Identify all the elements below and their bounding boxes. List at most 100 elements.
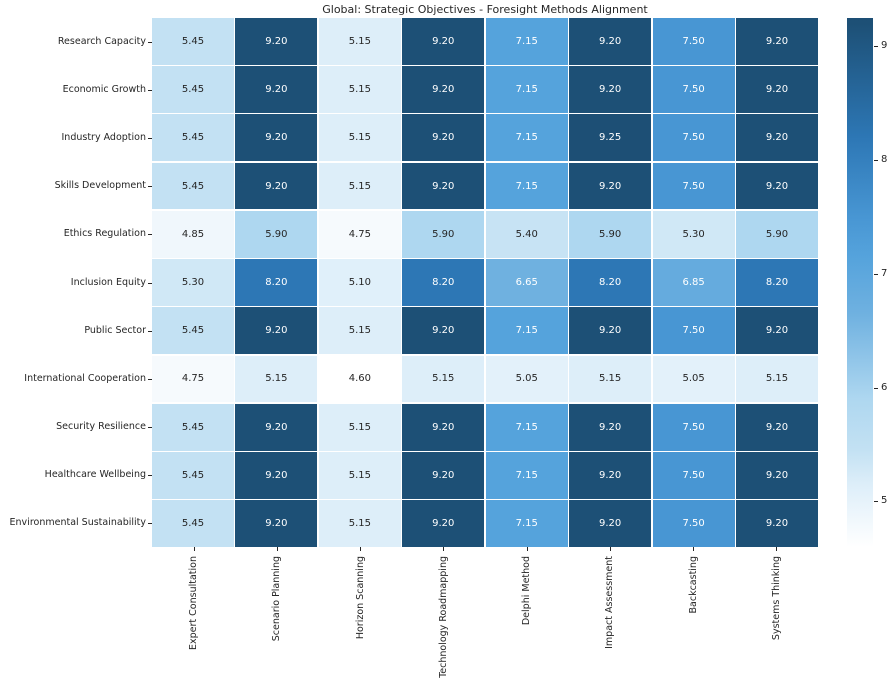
heatmap-cell: 5.15 [318, 452, 401, 499]
heatmap-cell: 9.20 [235, 66, 318, 113]
y-tick-mark [148, 90, 152, 92]
x-tick-mark [193, 547, 195, 551]
chart-title: Global: Strategic Objectives - Foresight… [322, 3, 648, 16]
heatmap-cell: 5.90 [402, 210, 485, 258]
y-tick-mark [148, 378, 152, 380]
row-label: Industry Adoption [61, 132, 147, 144]
y-tick-mark [148, 138, 152, 140]
heatmap-cell: 5.15 [736, 355, 818, 403]
heatmap-cell: 5.90 [569, 210, 652, 258]
heatmap-cell: 8.20 [569, 259, 652, 306]
heatmap-cell: 7.50 [652, 452, 735, 499]
y-tick-mark [148, 474, 152, 476]
heatmap-cell: 9.20 [402, 66, 485, 113]
heatmap-cell: 5.15 [318, 307, 401, 355]
column-label: Scenario Planning [269, 556, 285, 686]
heatmap-cell: 9.20 [736, 66, 818, 113]
heatmap-cell: 8.20 [235, 259, 318, 306]
heatmap-grid: 5.45 9.20 5.15 9.20 7.15 9.20 7.50 9.20 5.45 9.20… [152, 18, 818, 547]
heatmap-cell: 6.85 [652, 259, 735, 306]
y-tick-mark [148, 42, 152, 44]
x-tick-mark [360, 547, 362, 551]
heatmap-cell: 4.85 [152, 210, 234, 258]
column-label-text: Systems Thinking [770, 556, 782, 641]
heatmap-cell: 5.15 [318, 114, 401, 162]
y-tick-mark [148, 522, 152, 524]
heatmap-cell: 9.25 [569, 114, 652, 162]
column-label-text: Impact Assessment [604, 556, 616, 649]
column-label: Backcasting [685, 556, 701, 686]
heatmap-cell: 7.15 [485, 66, 568, 113]
y-tick-mark [148, 282, 152, 284]
heatmap-cell: 4.75 [318, 210, 401, 258]
heatmap-cell: 9.20 [235, 307, 318, 355]
heatmap-cell: 9.20 [736, 452, 818, 499]
heatmap-cell: 9.20 [235, 403, 318, 451]
column-label-text: Technology Roadmapping [437, 556, 449, 678]
x-tick-mark [693, 547, 695, 551]
row-label: Skills Development [54, 180, 146, 192]
heatmap-cell: 7.50 [652, 18, 735, 65]
heatmap-cell: 9.20 [402, 500, 485, 547]
heatmap-cell: 5.15 [318, 162, 401, 210]
heatmap-cell: 9.20 [235, 162, 318, 210]
colorbar-tick-mark [874, 273, 878, 275]
heatmap-cell: 7.15 [485, 18, 568, 65]
heatmap-cell: 9.20 [235, 500, 318, 547]
heatmap-cell: 5.15 [318, 66, 401, 113]
heatmap-cell: 9.20 [736, 162, 818, 210]
heatmap-cell: 9.20 [569, 452, 652, 499]
heatmap-cell: 5.45 [152, 18, 234, 65]
y-tick-mark [148, 234, 152, 236]
heatmap-cell: 9.20 [402, 452, 485, 499]
heatmap-cell: 7.50 [652, 66, 735, 113]
heatmap-cell: 9.20 [402, 18, 485, 65]
row-label: International Cooperation [24, 372, 146, 384]
heatmap-cell: 4.60 [318, 355, 401, 403]
heatmap-cell: 7.15 [485, 307, 568, 355]
heatmap-cell: 5.45 [152, 452, 234, 499]
heatmap-cell: 9.20 [569, 66, 652, 113]
heatmap-cell: 9.20 [402, 403, 485, 451]
column-label-text: Expert Consultation [188, 556, 200, 650]
heatmap-cell: 5.15 [318, 403, 401, 451]
heatmap-cell: 7.15 [485, 162, 568, 210]
row-label: Security Resilience [56, 420, 146, 432]
heatmap-cell: 5.45 [152, 307, 234, 355]
heatmap-cell: 9.20 [736, 403, 818, 451]
heatmap-cell: 7.50 [652, 307, 735, 355]
colorbar-tick-mark [874, 46, 878, 48]
heatmap-cell: 5.15 [569, 355, 652, 403]
heatmap-cell: 7.50 [652, 403, 735, 451]
heatmap-cell: 7.15 [485, 403, 568, 451]
heatmap-cell: 5.15 [318, 18, 401, 65]
heatmap-cell: 9.20 [402, 162, 485, 210]
y-tick-mark [148, 330, 152, 332]
row-label: Research Capacity [57, 36, 146, 48]
heatmap-cell: 9.20 [569, 307, 652, 355]
colorbar-tick-label: 5 [881, 495, 888, 507]
heatmap-cell: 8.20 [736, 259, 818, 306]
heatmap-cell: 7.50 [652, 500, 735, 547]
heatmap-cell: 5.05 [485, 355, 568, 403]
heatmap-cell: 9.20 [402, 307, 485, 355]
colorbar [847, 18, 873, 547]
column-label: Systems Thinking [768, 556, 784, 686]
heatmap-cell: 9.20 [402, 114, 485, 162]
heatmap-cell: 5.10 [318, 259, 401, 306]
column-label-text: Backcasting [687, 556, 699, 614]
colorbar-tick-mark [874, 501, 878, 503]
heatmap-cell: 9.20 [736, 500, 818, 547]
x-tick-mark [776, 547, 778, 551]
heatmap-cell: 9.20 [736, 307, 818, 355]
heatmap-cell: 5.45 [152, 66, 234, 113]
colorbar-tick-label: 6 [881, 381, 888, 393]
heatmap-cell: 9.20 [569, 500, 652, 547]
row-label: Public Sector [84, 324, 146, 336]
row-label: Ethics Regulation [63, 228, 146, 240]
heatmap-cell: 7.15 [485, 500, 568, 547]
column-label-text: Delphi Method [521, 556, 533, 626]
heatmap-cell: 5.90 [235, 210, 318, 258]
heatmap-cell: 5.15 [318, 500, 401, 547]
heatmap-cell: 9.20 [569, 403, 652, 451]
